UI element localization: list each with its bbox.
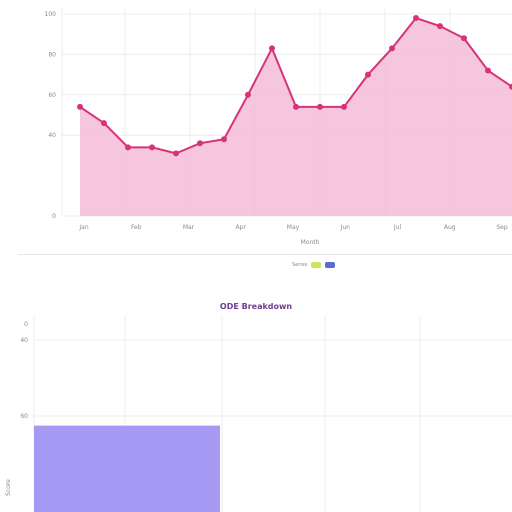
legend-label: Series: [292, 262, 308, 268]
bar-chart-title: ODE Breakdown: [219, 302, 293, 311]
y-tick-label: 40: [20, 337, 28, 344]
x-tick-label: Jun: [340, 224, 351, 231]
y-tick-label: 80: [48, 51, 56, 58]
panel-divider: [18, 254, 512, 255]
legend-swatch-green: [311, 262, 322, 268]
y-tick-label: 60: [20, 413, 28, 420]
y-tick-label: 40: [48, 132, 56, 139]
data-point: [293, 103, 299, 110]
area-chart-panel: 0 40 60 80 100 Jan Feb Mar Apr May Jun Jul Aug Sep Mon…: [0, 0, 512, 255]
bar-chart-panel: 0 40 60 Score: [0, 256, 512, 512]
x-tick-label: Mar: [183, 224, 195, 231]
data-point: [101, 120, 107, 127]
area-fill: [80, 18, 512, 216]
x-tick-label: Jul: [393, 224, 402, 231]
x-tick-label: May: [287, 224, 300, 231]
y-tick-label: 60: [48, 92, 56, 99]
data-point: [197, 140, 203, 147]
y-axis-title: Score: [5, 479, 12, 496]
data-point: [365, 71, 371, 78]
x-tick-label: Aug: [444, 224, 456, 231]
data-point: [173, 150, 179, 157]
data-point: [77, 103, 83, 110]
data-point: [389, 45, 395, 52]
data-point: [149, 144, 155, 151]
bar: [34, 425, 220, 512]
data-point: [269, 45, 275, 52]
data-point: [509, 83, 512, 90]
data-point: [413, 15, 419, 22]
data-point: [317, 103, 323, 110]
legend-swatch-blue: [325, 262, 336, 268]
bar-chart: 0 40 60 Score: [5, 316, 512, 512]
data-point: [461, 35, 467, 42]
data-point: [485, 67, 491, 74]
data-point: [245, 91, 251, 98]
x-tick-label: Sep: [496, 224, 508, 231]
x-tick-label: Apr: [236, 224, 247, 231]
x-tick-label: Jan: [78, 224, 88, 231]
data-point: [437, 23, 443, 30]
data-point: [125, 144, 131, 151]
y-tick-label: 100: [45, 11, 57, 18]
y-tick-label: 0: [24, 321, 28, 328]
y-tick-label: 0: [52, 213, 56, 220]
x-tick-label: Feb: [131, 224, 142, 231]
chart-legend: Series: [292, 262, 336, 268]
data-point: [221, 136, 227, 143]
area-chart: 0 40 60 80 100 Jan Feb Mar Apr May Jun Jul Aug Sep Mon…: [45, 8, 512, 246]
x-axis-title: Month: [301, 239, 320, 246]
data-point: [341, 103, 347, 110]
